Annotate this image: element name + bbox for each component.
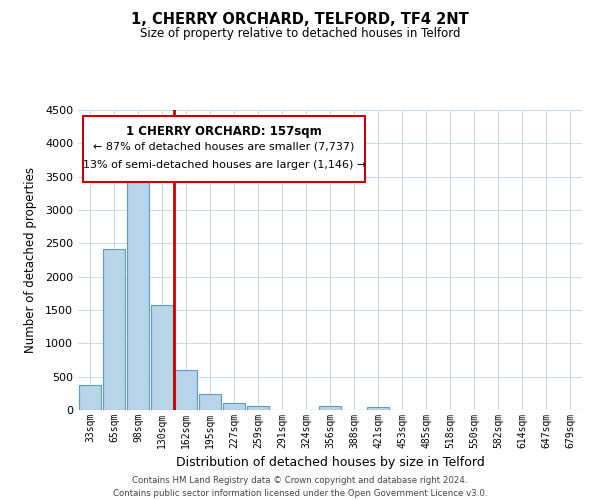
Bar [367,408,389,410]
Y-axis label: Number of detached properties: Number of detached properties [23,167,37,353]
Bar [127,168,149,410]
Text: 13% of semi-detached houses are larger (1,146) →: 13% of semi-detached houses are larger (… [83,160,366,170]
Text: 1 CHERRY ORCHARD: 157sqm: 1 CHERRY ORCHARD: 157sqm [126,125,322,138]
Bar [103,248,125,410]
X-axis label: Distribution of detached houses by size in Telford: Distribution of detached houses by size … [176,456,484,469]
Bar [151,304,173,410]
Text: Contains HM Land Registry data © Crown copyright and database right 2024.
Contai: Contains HM Land Registry data © Crown c… [113,476,487,498]
Bar [319,406,341,410]
Bar [175,370,197,410]
Bar [79,384,101,410]
Bar [247,406,269,410]
FancyBboxPatch shape [83,116,365,182]
Bar [199,394,221,410]
Bar [223,404,245,410]
Text: Size of property relative to detached houses in Telford: Size of property relative to detached ho… [140,28,460,40]
Text: 1, CHERRY ORCHARD, TELFORD, TF4 2NT: 1, CHERRY ORCHARD, TELFORD, TF4 2NT [131,12,469,28]
Text: ← 87% of detached houses are smaller (7,737): ← 87% of detached houses are smaller (7,… [94,142,355,152]
